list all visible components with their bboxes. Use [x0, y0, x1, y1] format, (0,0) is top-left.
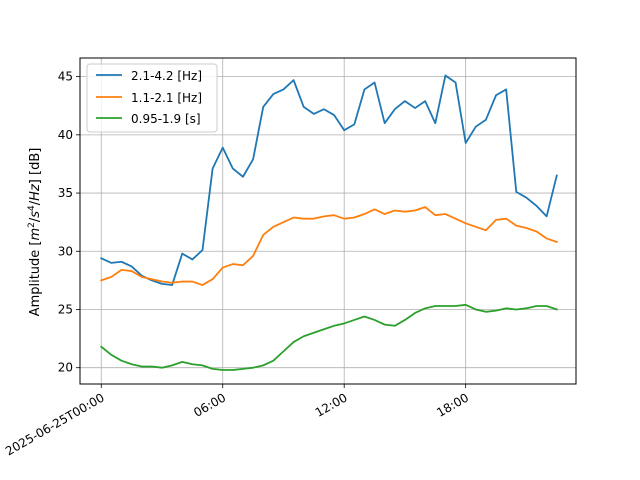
- legend-label-1: 1.1-2.1 [Hz]: [131, 91, 202, 105]
- y-tick-label: 20: [58, 361, 73, 375]
- y-tick-label: 35: [58, 186, 73, 200]
- y-axis-label: Amplitude [m2/s4/Hz] [dB]: [27, 148, 43, 317]
- y-axis: 20 25 30 35 40 45: [58, 70, 80, 375]
- series-layer: [99, 74, 558, 371]
- legend-label-0: 2.1-4.2 [Hz]: [131, 69, 202, 83]
- series-line-0: [100, 74, 558, 286]
- y-tick-label: 40: [58, 128, 73, 142]
- plot-area-frame: [79, 57, 577, 385]
- grid: [80, 58, 576, 384]
- y-tick-label: 30: [58, 244, 73, 258]
- legend-box: [86, 63, 218, 133]
- series-line-1: [100, 206, 558, 286]
- legend: 2.1-4.2 [Hz] 1.1-2.1 [Hz] 0.95-1.9 [s]: [86, 63, 218, 133]
- legend-label-2: 0.95-1.9 [s]: [131, 112, 201, 126]
- y-tick-label: 25: [58, 302, 73, 316]
- series-line-2: [99, 303, 558, 371]
- y-tick-label: 45: [58, 70, 73, 84]
